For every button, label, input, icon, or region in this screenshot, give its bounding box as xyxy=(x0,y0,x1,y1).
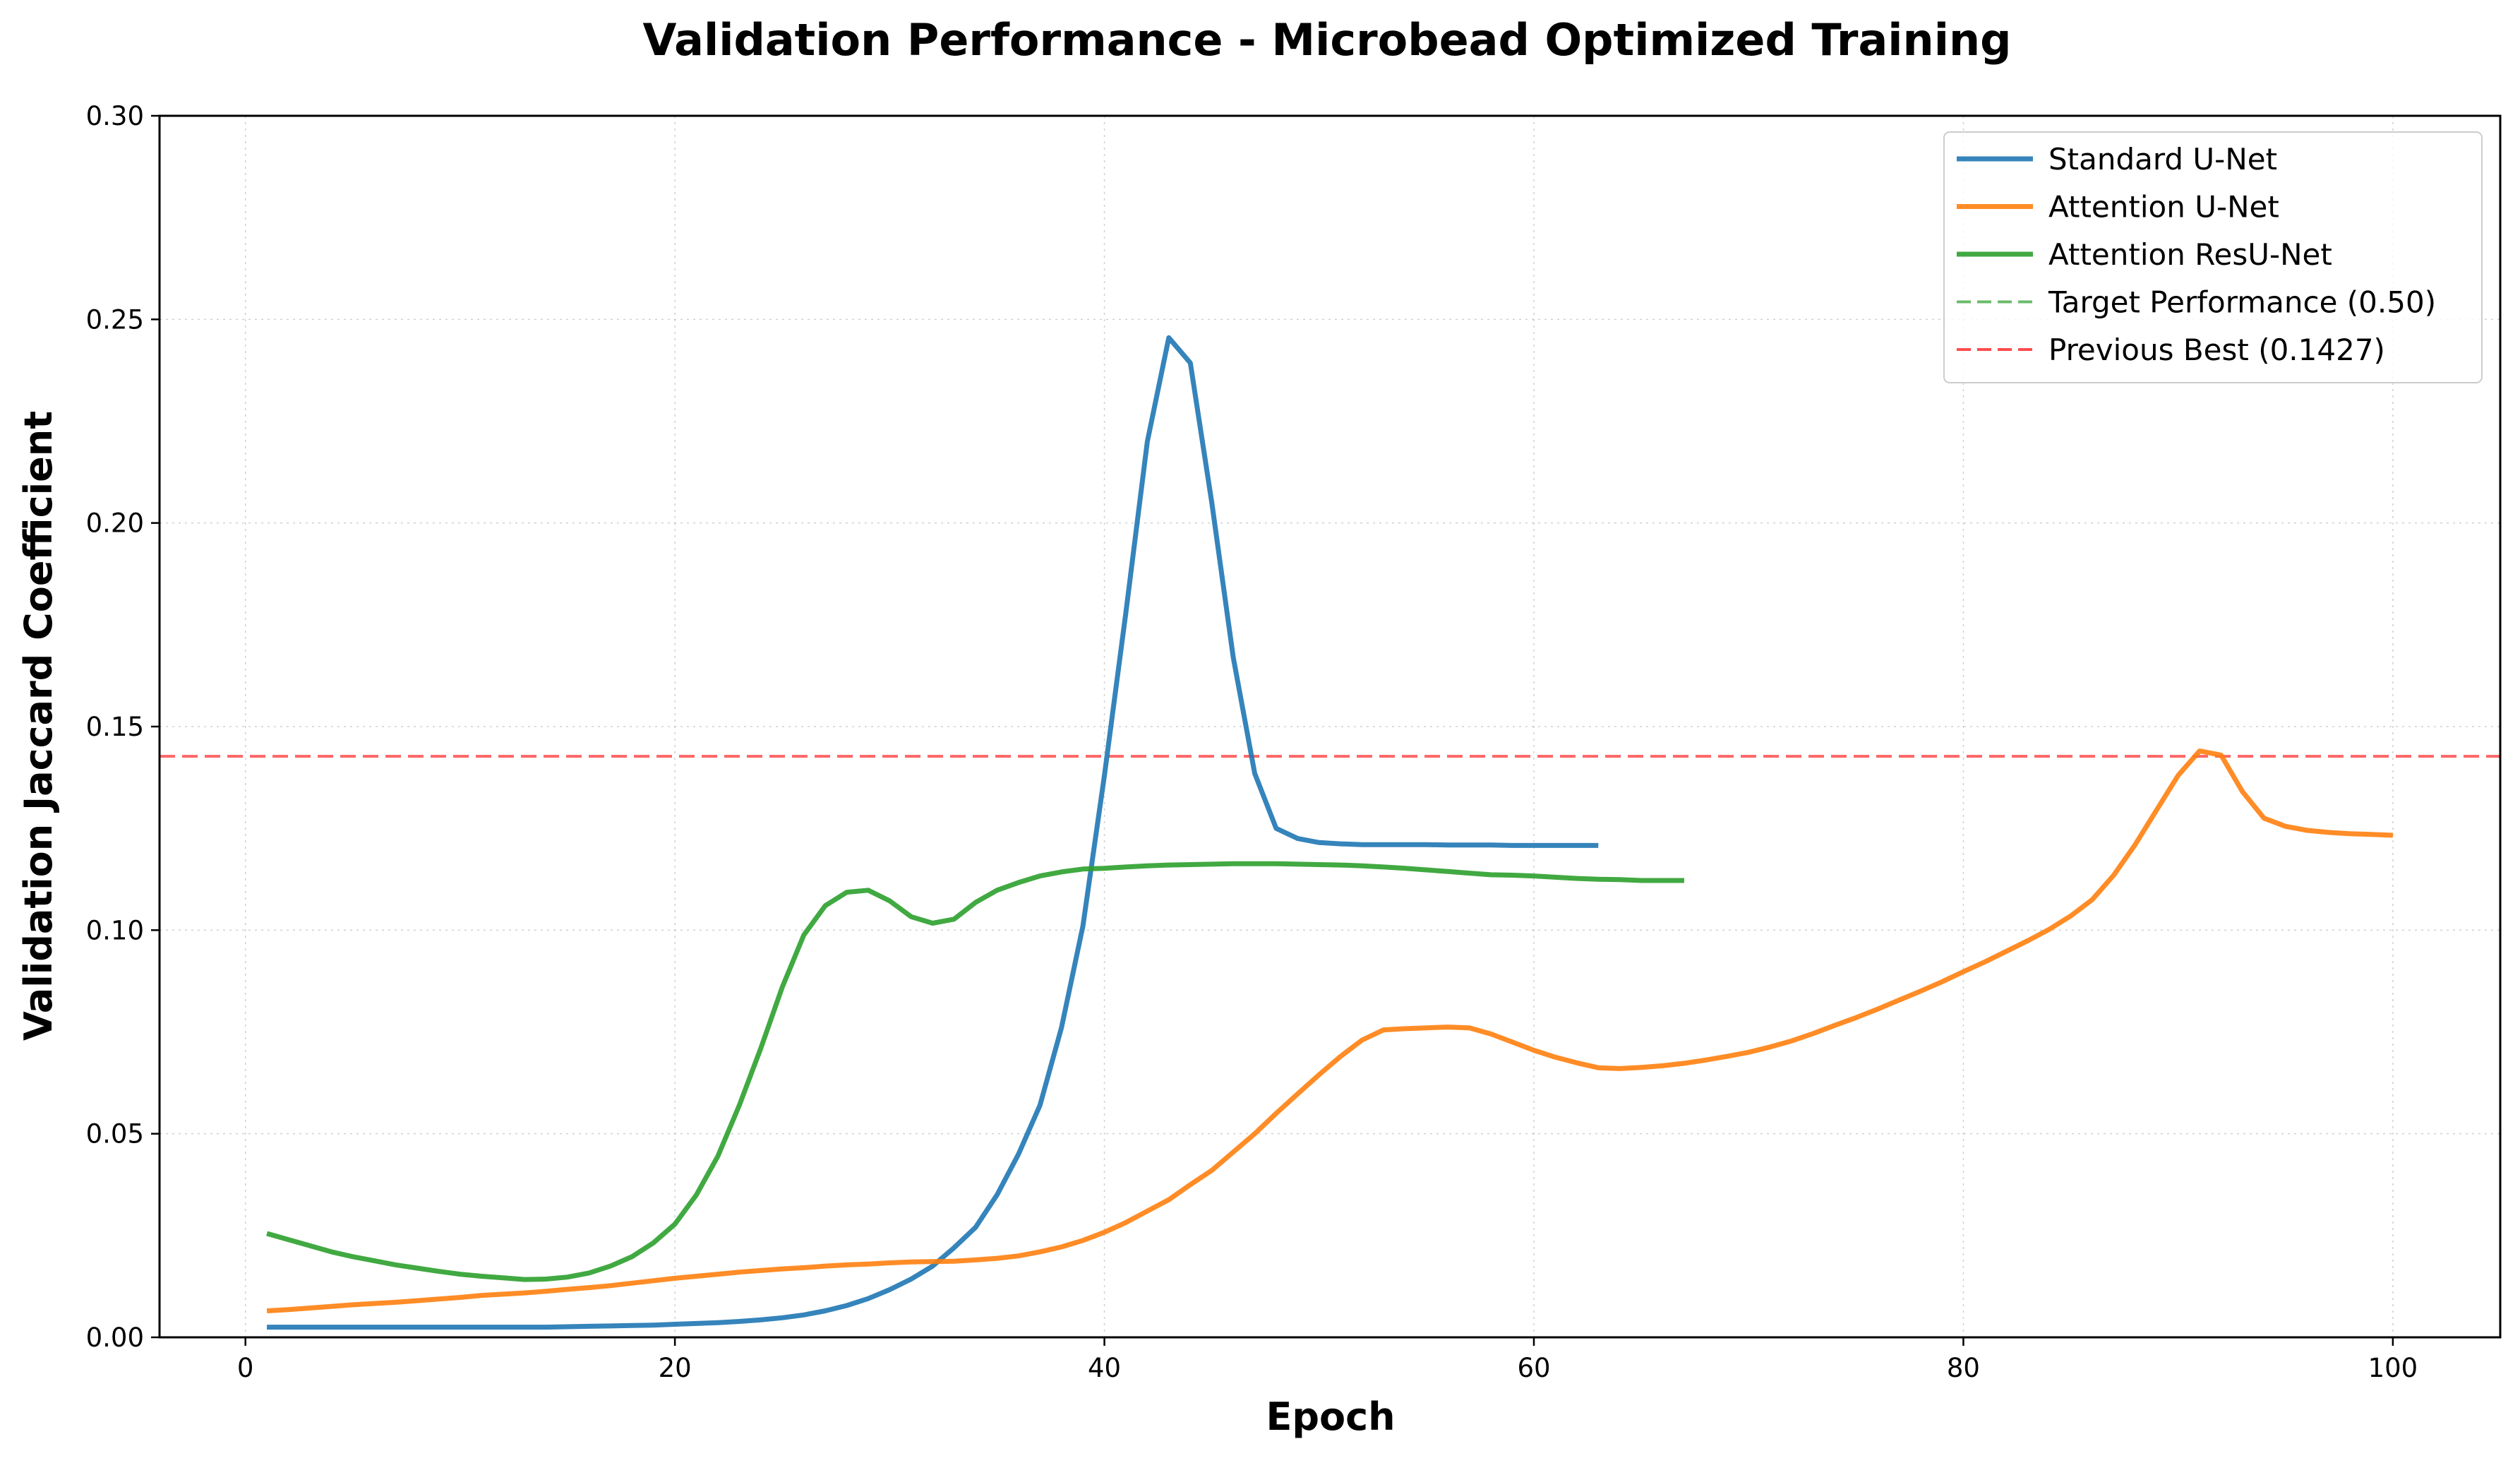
series-line-attention-u-net xyxy=(266,748,2394,1313)
x-tick-label: 80 xyxy=(1947,1353,1980,1383)
y-axis-ticks: 0.00 0.05 0.10 0.15 0.20 0.25 0.30 xyxy=(86,101,160,1353)
legend-label: Attention U-Net xyxy=(2048,190,2279,225)
y-tick-label: 0.05 xyxy=(86,1119,144,1150)
y-tick-label: 0.15 xyxy=(86,712,144,742)
x-axis-label: Epoch xyxy=(1266,1395,1395,1439)
x-tick-label: 0 xyxy=(237,1353,254,1383)
legend-items: Standard U-Net Attention U-Net Attention R… xyxy=(1957,142,2436,367)
y-tick-label: 0.10 xyxy=(86,915,144,945)
y-tick-label: 0.25 xyxy=(86,304,144,335)
x-tick-label: 20 xyxy=(659,1353,692,1383)
legend-label: Previous Best (0.1427) xyxy=(2048,333,2385,367)
x-tick-label: 60 xyxy=(1517,1353,1550,1383)
x-axis-ticks: 0 20 40 60 80 100 xyxy=(237,1337,2418,1383)
y-axis-label: Validation Jaccard Coefficient xyxy=(16,411,61,1041)
y-tick-label: 0.30 xyxy=(86,101,144,131)
legend-label: Attention ResU-Net xyxy=(2048,237,2332,272)
legend-frame xyxy=(1943,131,2483,383)
x-tick-label: 40 xyxy=(1088,1353,1121,1383)
x-tick-label: 100 xyxy=(2368,1353,2418,1383)
series-line-attention-resu-net xyxy=(266,861,1684,1282)
y-tick-label: 0.00 xyxy=(86,1322,144,1353)
legend-label: Standard U-Net xyxy=(2048,142,2277,177)
series-lines xyxy=(266,335,2394,1330)
legend: Standard U-Net Attention U-Net Attention R… xyxy=(1943,131,2483,383)
legend-label: Target Performance (0.50) xyxy=(2048,285,2436,320)
series-line-standard-u-net xyxy=(267,335,1599,1330)
chart-title: Validation Performance - Microbead Optim… xyxy=(643,14,2012,66)
y-tick-label: 0.20 xyxy=(86,508,144,539)
